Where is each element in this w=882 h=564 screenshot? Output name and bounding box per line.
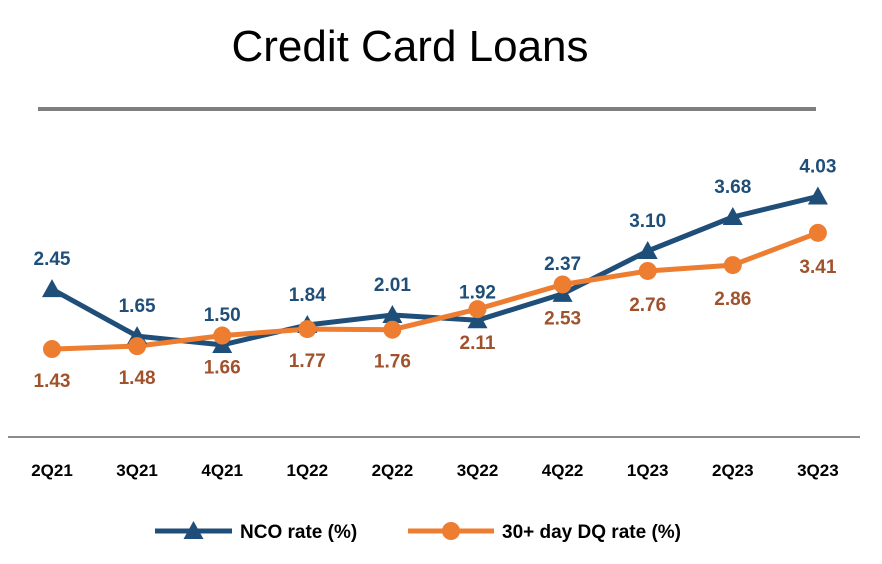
nco-data-label: 2.45 xyxy=(34,249,71,270)
x-tick-label: 4Q22 xyxy=(542,461,584,480)
dq-point xyxy=(723,256,742,275)
x-tick-label: 1Q23 xyxy=(627,461,669,480)
nco-data-label: 4.03 xyxy=(799,156,836,177)
x-tick-label: 3Q23 xyxy=(797,461,839,480)
nco-data-label: 3.68 xyxy=(714,177,751,198)
nco-point xyxy=(467,310,488,329)
nco-data-label: 1.84 xyxy=(289,285,326,306)
dq-point xyxy=(468,300,487,319)
dq-point xyxy=(383,320,402,339)
nco-data-label: 1.65 xyxy=(119,296,156,317)
nco-rate-line xyxy=(50,193,819,348)
dq-point xyxy=(553,275,572,294)
circle-marker-icon xyxy=(442,522,460,540)
x-tick-label: 2Q21 xyxy=(31,461,73,480)
nco-point xyxy=(42,279,62,298)
nco-data-label: 1.92 xyxy=(459,282,496,303)
x-tick-label: 3Q21 xyxy=(116,461,158,480)
dq-data-label: 2.11 xyxy=(460,333,496,354)
dq-point xyxy=(808,223,827,242)
dq-point xyxy=(638,261,657,280)
x-tick-label: 2Q23 xyxy=(712,461,754,480)
dq-data-label: 1.66 xyxy=(204,358,241,379)
dq-data-label: 3.41 xyxy=(799,257,836,278)
dq-data-label: 2.86 xyxy=(714,289,751,310)
nco-point xyxy=(722,206,743,225)
x-tick-label: 4Q21 xyxy=(201,461,243,480)
nco-data-label: 3.10 xyxy=(629,211,666,232)
dq-point xyxy=(213,326,232,345)
nco-point xyxy=(382,305,403,324)
nco-data-label: 1.50 xyxy=(204,305,241,326)
dq-point xyxy=(298,320,317,339)
nco-data-label: 2.37 xyxy=(544,254,581,275)
dq-rate-line xyxy=(51,230,819,352)
dq-point xyxy=(128,337,147,356)
dq-data-label: 1.77 xyxy=(289,351,326,372)
dq-data-label: 2.53 xyxy=(544,308,581,329)
dq-data-label: 2.76 xyxy=(629,295,666,316)
triangle-marker-icon xyxy=(183,521,204,539)
x-tick-label: 3Q22 xyxy=(457,461,499,480)
x-tick-label: 1Q22 xyxy=(287,461,329,480)
dq-point xyxy=(43,340,61,359)
nco-data-label: 2.01 xyxy=(374,275,411,296)
x-tick-label: 2Q22 xyxy=(372,461,414,480)
legend-nco-label: NCO rate (%) xyxy=(240,522,357,543)
legend-dq-label: 30+ day DQ rate (%) xyxy=(502,522,681,543)
dq-data-label: 1.76 xyxy=(374,352,411,373)
nco-point xyxy=(637,241,658,260)
dq-data-label: 1.48 xyxy=(119,368,156,389)
nco-point xyxy=(807,186,828,205)
title-divider xyxy=(38,107,816,111)
dq-data-label: 1.43 xyxy=(34,371,71,392)
chart-title: Credit Card Loans xyxy=(231,22,589,71)
